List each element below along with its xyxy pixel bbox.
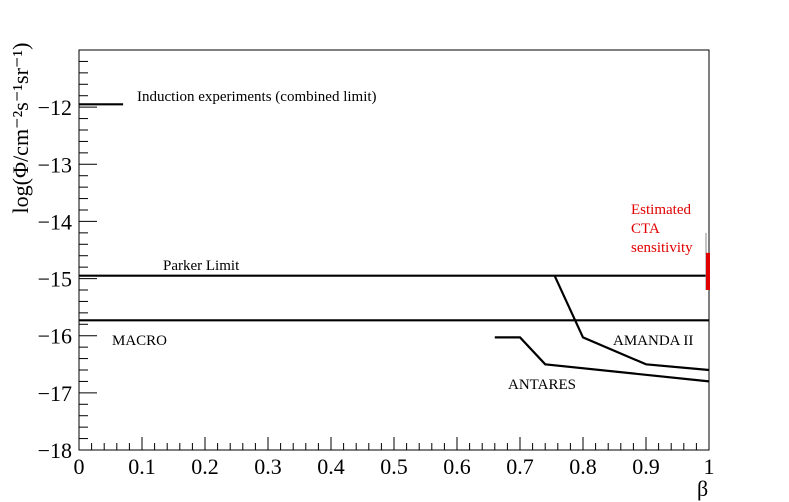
label-antares: ANTARES [508,377,576,393]
x-axis-title: β [697,476,708,501]
axis-ticks: 0 0.1 0.2 0.3 0.4 0.5 0.6 0.7 0.8 0.9 1 −18 −17 −16 −1… [38,49,715,479]
x-tick-label: 0.6 [443,454,471,479]
x-tick-label: 0.8 [569,454,597,479]
x-tick-label: 0.9 [632,454,660,479]
x-tick-label: 0.1 [128,454,156,479]
plot-border [78,49,710,451]
series-antares-line [494,336,710,383]
y-tick-label: −14 [38,209,72,234]
x-tick-label: 0.5 [380,454,408,479]
y-tick-label: −13 [38,152,72,177]
label-induction: Induction experiments (combined limit) [137,89,377,105]
y-axis-title: log(Φ/cm⁻²s⁻¹sr⁻¹) [8,43,33,214]
label-cta-line2: CTA [631,221,660,237]
x-tick-label: 0.2 [191,454,219,479]
label-cta-line1: Estimated [631,202,691,218]
series-labels: Induction experiments (combined limit) P… [112,89,693,393]
label-parker: Parker Limit [163,258,240,274]
y-tick-label: −12 [38,95,72,120]
x-tick-label: 0.4 [317,454,345,479]
label-cta-line3: sensitivity [631,240,693,256]
plot-frame [78,49,710,451]
label-macro: MACRO [112,333,167,349]
y-tick-label: −15 [38,267,72,292]
y-tick-label: −18 [38,438,72,463]
x-tick-label: 0.3 [254,454,282,479]
x-tick-label: 1 [704,454,715,479]
x-tick-label: 0.7 [506,454,534,479]
y-tick-label: −17 [38,381,72,406]
y-tick-label: −16 [38,324,72,349]
series-amanda-line [553,275,710,372]
label-amanda: AMANDA II [613,333,693,349]
x-tick-label: 0 [74,454,85,479]
series-lines [79,103,710,383]
